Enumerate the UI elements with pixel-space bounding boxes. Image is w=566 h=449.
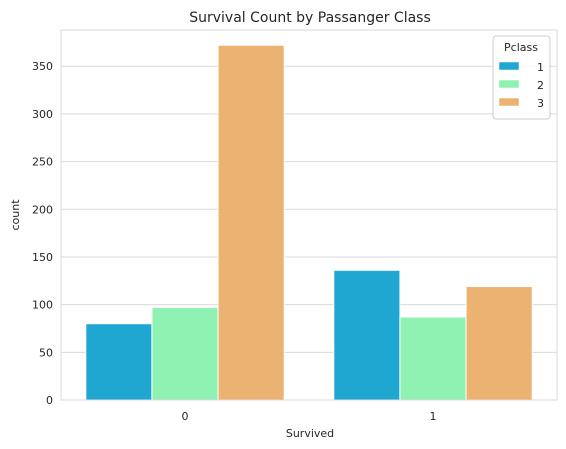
legend-items: 1 2 3 — [498, 61, 544, 110]
bar-survived-1-pclass-2 — [399, 316, 467, 401]
y-axis-ticks: 0 50 100 150 200 250 300 350 — [32, 60, 53, 407]
x-tick-label-0: 0 — [182, 410, 189, 423]
x-tick-label-1: 1 — [430, 410, 437, 423]
y-tick-label-250: 250 — [32, 156, 53, 169]
legend-swatch-2 — [498, 79, 520, 89]
bar-survived-0-pclass-3 — [217, 44, 285, 401]
x-axis-label: Survived — [286, 427, 334, 440]
y-axis-label: count — [9, 199, 22, 231]
bar-survived-1-pclass-3 — [465, 286, 533, 401]
bar-survived-1-pclass-1 — [333, 269, 401, 401]
y-tick-label-200: 200 — [32, 203, 53, 216]
plot-frame — [60, 29, 558, 401]
legend-label-1: 1 — [537, 61, 544, 74]
chart-title: Survival Count by Passanger Class — [189, 10, 431, 26]
axes-frame — [60, 29, 558, 401]
bar-survived-0-pclass-1 — [85, 323, 153, 401]
y-tick-label-50: 50 — [39, 346, 53, 359]
legend-swatch-3 — [498, 97, 520, 107]
y-tick-label-300: 300 — [32, 108, 53, 121]
bar-survived-0-pclass-2 — [151, 307, 219, 401]
y-tick-label-150: 150 — [32, 251, 53, 264]
y-tick-label-0: 0 — [46, 394, 53, 407]
y-tick-label-100: 100 — [32, 299, 53, 312]
legend-label-2: 2 — [537, 79, 544, 92]
legend-label-3: 3 — [537, 97, 544, 110]
legend-title: Pclass — [504, 41, 538, 54]
y-tick-label-350: 350 — [32, 60, 53, 73]
legend: Pclass 1 2 3 — [492, 35, 551, 120]
legend-swatch-1 — [498, 61, 520, 71]
bars — [85, 44, 533, 401]
